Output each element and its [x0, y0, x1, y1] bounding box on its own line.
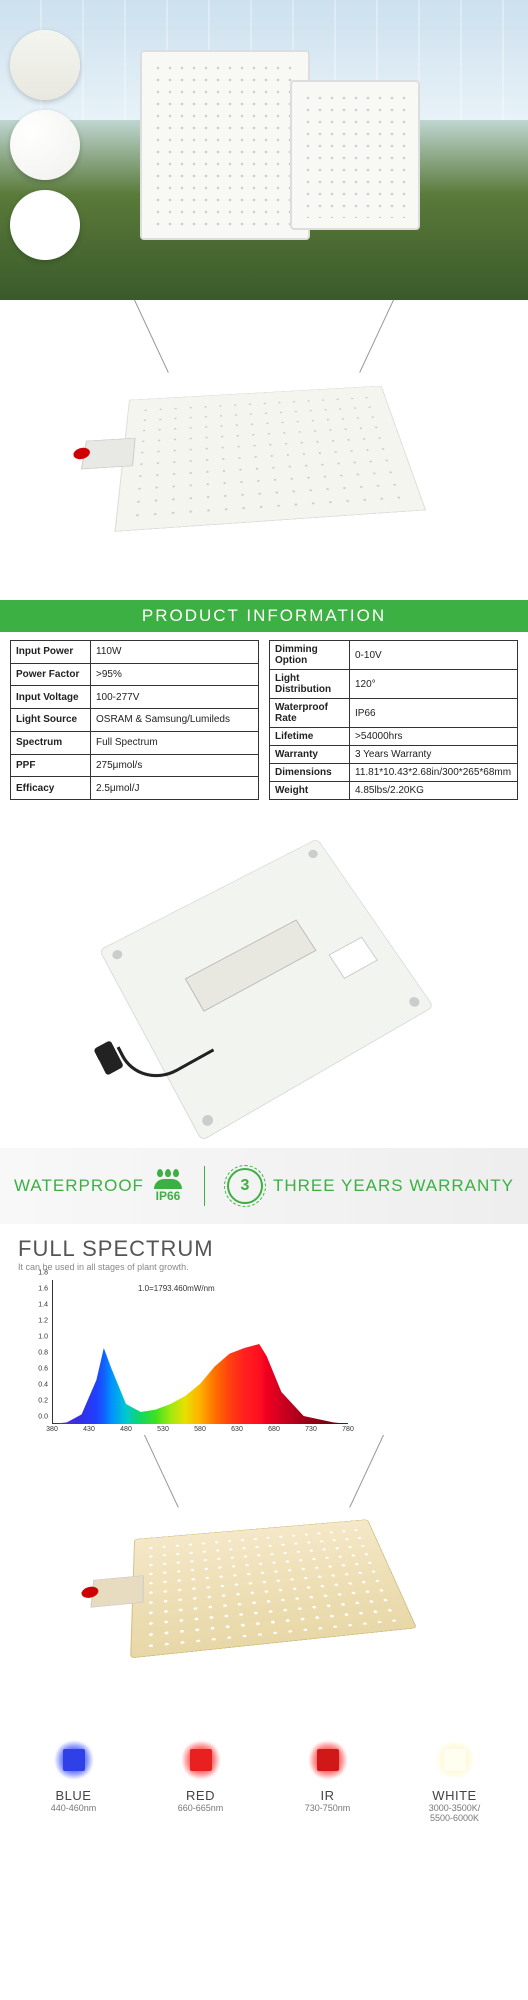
spec-key: Dimensions: [270, 764, 350, 782]
color-wavelength: 730-750nm: [264, 1803, 391, 1813]
spec-value: 4.85lbs/2.20KG: [350, 782, 518, 800]
spec-row: SpectrumFull Spectrum: [11, 731, 259, 754]
spec-value: OSRAM & Samsung/Lumileds: [91, 709, 259, 732]
feature-bar: WATERPROOF IP66 3 THREE YEARS WARRANTY: [0, 1148, 528, 1224]
spectrum-subtitle: It can be used in all stages of plant gr…: [18, 1262, 510, 1272]
product-hanging-front-image: [0, 300, 528, 600]
spec-value: 3 Years Warranty: [350, 746, 518, 764]
spec-row: Light SourceOSRAM & Samsung/Lumileds: [11, 709, 259, 732]
spec-value: >54000hrs: [350, 728, 518, 746]
spec-value: 11.81*10.43*2.68in/300*265*68mm: [350, 764, 518, 782]
spec-key: Light Source: [11, 709, 91, 732]
spec-table-left: Input Power110WPower Factor>95%Input Vol…: [10, 640, 259, 800]
spectrum-chart: 1.0=1793.460mW/nm 0.00.20.40.60.81.01.21…: [28, 1280, 348, 1440]
led-panel-large: [140, 50, 310, 240]
color-swatch: [308, 1740, 348, 1780]
spec-row: Efficacy2.5μmol/J: [11, 777, 259, 800]
spec-row: Input Voltage100-277V: [11, 686, 259, 709]
spec-key: Dimming Option: [270, 641, 350, 670]
product-hanging-warm-image: [0, 1440, 528, 1720]
spec-key: Efficacy: [11, 777, 91, 800]
color-item-white: WHITE3000-3500K/5500-6000K: [391, 1740, 518, 1823]
spec-value: 110W: [91, 641, 259, 664]
color-item-ir: IR730-750nm: [264, 1740, 391, 1823]
spec-value: 2.5μmol/J: [91, 777, 259, 800]
color-name: RED: [137, 1788, 264, 1803]
detail-circle-lens: [10, 110, 80, 180]
spec-value: Full Spectrum: [91, 731, 259, 754]
color-swatch: [435, 1740, 475, 1780]
spectrum-section: FULL SPECTRUM It can be used in all stag…: [0, 1224, 528, 1440]
spec-row: Power Factor>95%: [11, 663, 259, 686]
waterproof-label: WATERPROOF: [14, 1176, 144, 1196]
color-wavelength: 3000-3500K/5500-6000K: [391, 1803, 518, 1823]
spec-key: Waterproof Rate: [270, 699, 350, 728]
spec-key: Lifetime: [270, 728, 350, 746]
spectrum-title: FULL SPECTRUM: [18, 1236, 510, 1262]
hero-greenhouse-image: [0, 0, 528, 300]
spec-value: 275μmol/s: [91, 754, 259, 777]
color-swatch: [181, 1740, 221, 1780]
color-wavelength: 660-665nm: [137, 1803, 264, 1813]
spec-key: Warranty: [270, 746, 350, 764]
spec-row: Input Power110W: [11, 641, 259, 664]
color-swatch-row: BLUE440-460nmRED660-665nmIR730-750nmWHIT…: [0, 1720, 528, 1853]
spec-value: 0-10V: [350, 641, 518, 670]
spec-row: Light Distribution120°: [270, 670, 518, 699]
warranty-badge-icon: 3: [227, 1168, 263, 1204]
color-item-blue: BLUE440-460nm: [10, 1740, 137, 1823]
product-back-image: [0, 808, 528, 1148]
spec-row: Weight4.85lbs/2.20KG: [270, 782, 518, 800]
spec-row: Dimensions11.81*10.43*2.68in/300*265*68m…: [270, 764, 518, 782]
spec-key: Light Distribution: [270, 670, 350, 699]
led-panel-small: [290, 80, 420, 230]
color-swatch: [54, 1740, 94, 1780]
spec-value: 100-277V: [91, 686, 259, 709]
spec-value: >95%: [91, 663, 259, 686]
led-driver-icon: [185, 919, 317, 1011]
spec-row: Dimming Option0-10V: [270, 641, 518, 670]
spec-key: PPF: [11, 754, 91, 777]
detail-circle-led: [10, 190, 80, 260]
spec-key: Spectrum: [11, 731, 91, 754]
detail-circle-driver: [10, 30, 80, 100]
warranty-label: THREE YEARS WARRANTY: [273, 1176, 514, 1196]
color-item-red: RED660-665nm: [137, 1740, 264, 1823]
spec-row: Lifetime>54000hrs: [270, 728, 518, 746]
ip66-icon: IP66: [154, 1169, 182, 1203]
spec-key: Input Power: [11, 641, 91, 664]
section-header: PRODUCT INFORMATION: [0, 600, 528, 632]
spec-key: Weight: [270, 782, 350, 800]
color-name: IR: [264, 1788, 391, 1803]
spec-value: 120°: [350, 670, 518, 699]
color-wavelength: 440-460nm: [10, 1803, 137, 1813]
spec-row: PPF275μmol/s: [11, 754, 259, 777]
color-name: BLUE: [10, 1788, 137, 1803]
spec-key: Power Factor: [11, 663, 91, 686]
spec-row: Warranty3 Years Warranty: [270, 746, 518, 764]
spec-row: Waterproof RateIP66: [270, 699, 518, 728]
color-name: WHITE: [391, 1788, 518, 1803]
spec-table-right: Dimming Option0-10VLight Distribution120…: [269, 640, 518, 800]
spec-value: IP66: [350, 699, 518, 728]
spec-tables: Input Power110WPower Factor>95%Input Vol…: [0, 632, 528, 808]
spec-key: Input Voltage: [11, 686, 91, 709]
